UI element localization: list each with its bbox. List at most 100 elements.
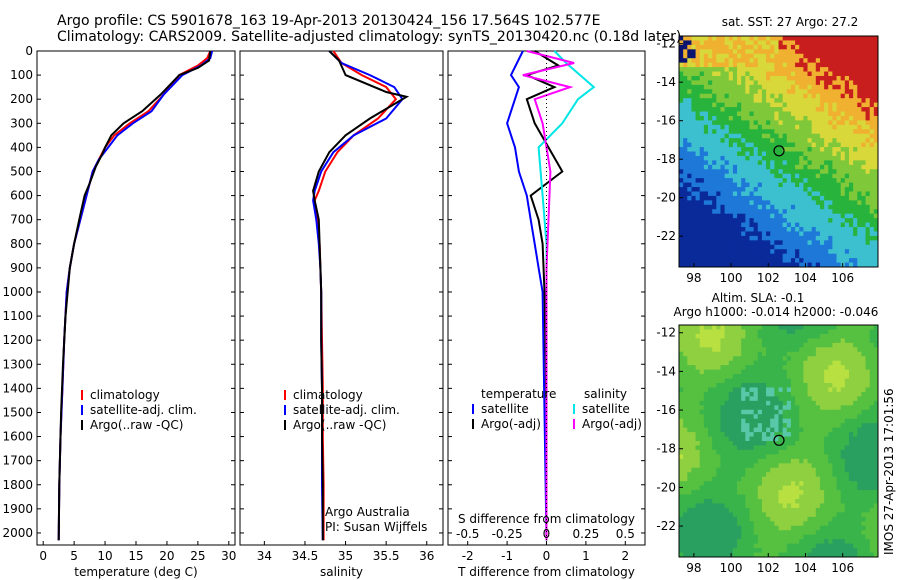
sla-map-cell bbox=[766, 494, 771, 500]
sst-map-cell bbox=[865, 151, 871, 157]
sst-map-cell bbox=[770, 222, 775, 228]
sst-map-cell bbox=[737, 253, 742, 259]
sla-map-cell bbox=[737, 338, 742, 344]
sst-map-cell bbox=[691, 164, 696, 170]
sst-map-cell bbox=[873, 107, 879, 112]
sla-map-cell bbox=[865, 360, 871, 366]
sst-map-cell bbox=[683, 138, 688, 144]
sla-map-cell bbox=[708, 347, 713, 353]
sst-map-cell bbox=[699, 240, 705, 246]
sla-map-cell bbox=[732, 476, 738, 482]
sst-map-cell bbox=[691, 249, 696, 255]
sla-map-cell bbox=[720, 391, 726, 397]
sst-map-cell bbox=[708, 178, 713, 183]
sla-map-cell bbox=[757, 530, 763, 536]
sla-map-cell bbox=[844, 427, 850, 433]
sst-map-cell bbox=[824, 40, 829, 46]
sla-map-cell bbox=[778, 378, 784, 384]
sst-map-cell bbox=[761, 195, 767, 201]
sla-map-cell bbox=[869, 391, 875, 397]
sst-map-cell bbox=[757, 262, 763, 268]
sst-map-cell bbox=[720, 53, 726, 59]
sst-map-cell bbox=[737, 115, 742, 121]
sla-map-cell bbox=[853, 476, 858, 482]
sst-map-cell bbox=[844, 58, 850, 64]
sla-map-cell bbox=[799, 391, 804, 397]
sst-map-cell bbox=[853, 124, 858, 130]
sla-map-cell bbox=[803, 325, 808, 330]
sst-map-cell bbox=[749, 262, 755, 268]
sst-map-cell bbox=[716, 98, 721, 104]
sla-map-cell bbox=[832, 351, 837, 357]
sla-map-cell bbox=[724, 423, 730, 429]
sla-map-cell bbox=[824, 347, 829, 353]
sla-map-cell bbox=[745, 333, 750, 339]
sst-map-cell bbox=[869, 244, 875, 250]
sst-map-cell bbox=[848, 191, 854, 197]
sla-map-cell bbox=[766, 347, 771, 353]
sst-map-cell bbox=[869, 213, 875, 219]
sla-map-cell bbox=[761, 507, 767, 513]
sst-map-cell bbox=[807, 187, 813, 192]
depth-tick-label: 1400 bbox=[2, 381, 33, 395]
sst-map-cell bbox=[807, 235, 813, 241]
sst-map-cell bbox=[724, 120, 730, 126]
sst-map-cell bbox=[691, 227, 696, 232]
sst-map-cell bbox=[699, 107, 705, 112]
sst-map-cell bbox=[753, 115, 759, 121]
sst-map-cell bbox=[803, 89, 808, 95]
sla-map-cell bbox=[844, 476, 850, 482]
sla-map-cell bbox=[703, 481, 709, 487]
sla-map-cell bbox=[815, 351, 821, 357]
sst-map-cell bbox=[811, 200, 817, 206]
sst-map-cell bbox=[716, 227, 721, 232]
sst-map-cell bbox=[753, 173, 759, 179]
sst-map-cell bbox=[799, 160, 804, 166]
sla-map-cell bbox=[695, 351, 701, 357]
sst-map-cell bbox=[687, 71, 692, 77]
sst-map-cell bbox=[873, 173, 879, 179]
sst-map-cell bbox=[774, 182, 779, 188]
sla-map-cell bbox=[766, 400, 771, 406]
sla-map-cell bbox=[712, 391, 717, 397]
salinity-xtick-label: 36 bbox=[419, 549, 434, 563]
sla-map-cell bbox=[695, 400, 701, 406]
sst-map-cell bbox=[865, 115, 871, 121]
sla-map-cell bbox=[745, 338, 750, 344]
sla-map-cell bbox=[840, 507, 846, 513]
sst-map-cell bbox=[873, 142, 879, 148]
sst-map-cell bbox=[712, 67, 717, 72]
sla-map-cell bbox=[737, 463, 742, 469]
sst-map-cell bbox=[712, 231, 717, 237]
sla-map-cell bbox=[848, 494, 854, 500]
sla-map-cell bbox=[683, 485, 688, 491]
sla-map-cell bbox=[691, 449, 696, 455]
sst-map-cell bbox=[815, 258, 821, 263]
sst-map-cell bbox=[732, 218, 738, 223]
sla-map-cell bbox=[683, 512, 688, 518]
sla-map-cell bbox=[811, 494, 817, 500]
sla-map-cell bbox=[708, 485, 713, 491]
sst-map-cell bbox=[844, 244, 850, 250]
sst-map-cell bbox=[691, 142, 696, 148]
sst-map-cell bbox=[679, 169, 684, 175]
sst-map-cell bbox=[745, 120, 750, 126]
sst-map-cell bbox=[828, 200, 833, 206]
sla-map-cell bbox=[741, 499, 746, 504]
sst-map-cell bbox=[699, 138, 705, 144]
sla-map-cell bbox=[699, 525, 705, 531]
sst-map-cell bbox=[683, 53, 688, 59]
sst-map-cell bbox=[679, 213, 684, 219]
sla-map-cell bbox=[815, 338, 821, 344]
sst-map-cell bbox=[819, 191, 825, 197]
sst-map-cell bbox=[728, 191, 734, 197]
sst-map-cell bbox=[745, 204, 750, 210]
sst-map-cell bbox=[857, 71, 862, 77]
sst-map-cell bbox=[857, 187, 862, 192]
sla-map-cell bbox=[873, 427, 879, 433]
sla-map-cell bbox=[753, 383, 759, 388]
sst-map-cell bbox=[857, 67, 862, 72]
sst-map-cell bbox=[757, 200, 763, 206]
sst-map-cell bbox=[790, 231, 796, 237]
sst-map-cell bbox=[728, 40, 734, 46]
